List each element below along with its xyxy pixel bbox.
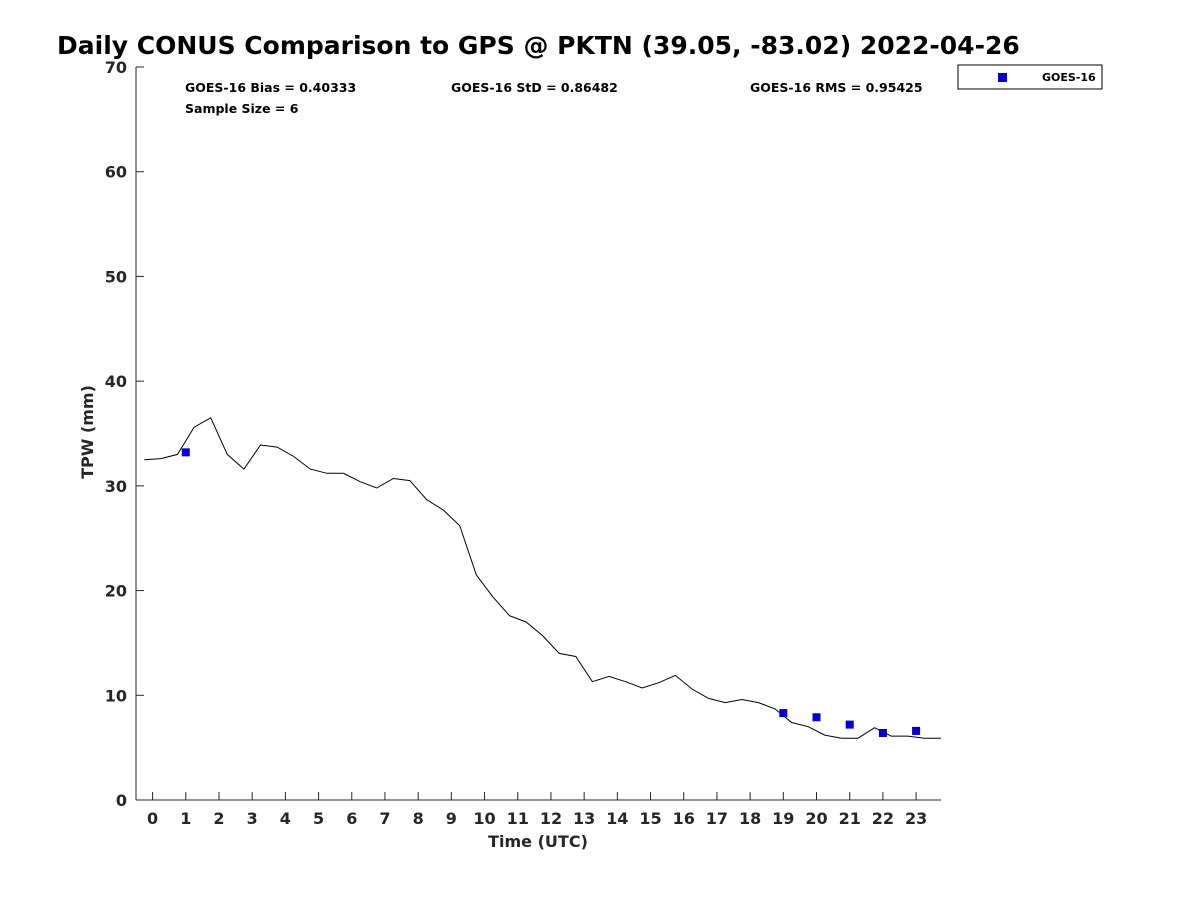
x-tick-label: 16 <box>673 809 695 828</box>
x-tick-label: 3 <box>247 809 258 828</box>
goes16-point <box>912 726 921 735</box>
chart-title: Daily CONUS Comparison to GPS @ PKTN (39… <box>57 31 1020 60</box>
x-tick-label: 6 <box>346 809 357 828</box>
y-tick-label: 60 <box>105 163 127 182</box>
x-tick-label: 5 <box>313 809 324 828</box>
y-axis-label: TPW (mm) <box>78 385 97 479</box>
x-tick-label: 21 <box>839 809 861 828</box>
legend: GOES-16 <box>957 64 1103 90</box>
x-tick-label: 22 <box>872 809 894 828</box>
goes16-point <box>779 709 788 718</box>
y-tick-label: 10 <box>105 686 127 705</box>
y-tick-label: 30 <box>105 477 127 496</box>
x-tick-label: 4 <box>280 809 291 828</box>
goes16-point <box>878 728 887 737</box>
x-tick-label: 19 <box>772 809 794 828</box>
x-tick-label: 15 <box>639 809 661 828</box>
x-tick-label: 11 <box>507 809 529 828</box>
x-tick-label: 14 <box>606 809 628 828</box>
legend-box <box>957 64 1103 90</box>
goes16-point <box>845 720 854 729</box>
x-tick-label: 18 <box>739 809 761 828</box>
y-tick-label: 40 <box>105 372 127 391</box>
y-tick-label: 0 <box>116 791 127 810</box>
x-tick-label: 23 <box>905 809 927 828</box>
x-tick-label: 9 <box>446 809 457 828</box>
y-tick-label: 50 <box>105 267 127 286</box>
rms-stat: GOES-16 RMS = 0.95425 <box>750 80 923 95</box>
x-tick-label: 1 <box>180 809 191 828</box>
x-axis-label: Time (UTC) <box>488 832 588 851</box>
y-tick-label: 70 <box>105 58 127 77</box>
stats-annotations: GOES-16 Bias = 0.40333 GOES-16 StD = 0.8… <box>185 80 923 116</box>
y-tick-label: 20 <box>105 582 127 601</box>
plot-area: 0 1 2 3 4 5 6 7 8 9 10 11 12 13 14 15 16 17 18 19 20 21 22 2301… <box>105 58 941 828</box>
goes16-point <box>812 713 821 722</box>
legend-marker <box>998 73 1007 82</box>
std-stat: GOES-16 StD = 0.86482 <box>451 80 618 95</box>
x-tick-label: 13 <box>573 809 595 828</box>
x-tick-label: 20 <box>805 809 827 828</box>
x-tick-label: 17 <box>706 809 728 828</box>
gps-tpw-line <box>144 417 941 739</box>
sample-size-stat: Sample Size = 6 <box>185 101 299 116</box>
goes16-point <box>181 448 190 457</box>
bias-stat: GOES-16 Bias = 0.40333 <box>185 80 356 95</box>
x-tick-label: 10 <box>473 809 495 828</box>
x-tick-label: 12 <box>540 809 562 828</box>
x-tick-label: 0 <box>147 809 158 828</box>
legend-label: GOES-16 <box>1042 71 1096 84</box>
x-tick-label: 2 <box>213 809 224 828</box>
x-tick-label: 7 <box>379 809 390 828</box>
x-tick-label: 8 <box>413 809 424 828</box>
